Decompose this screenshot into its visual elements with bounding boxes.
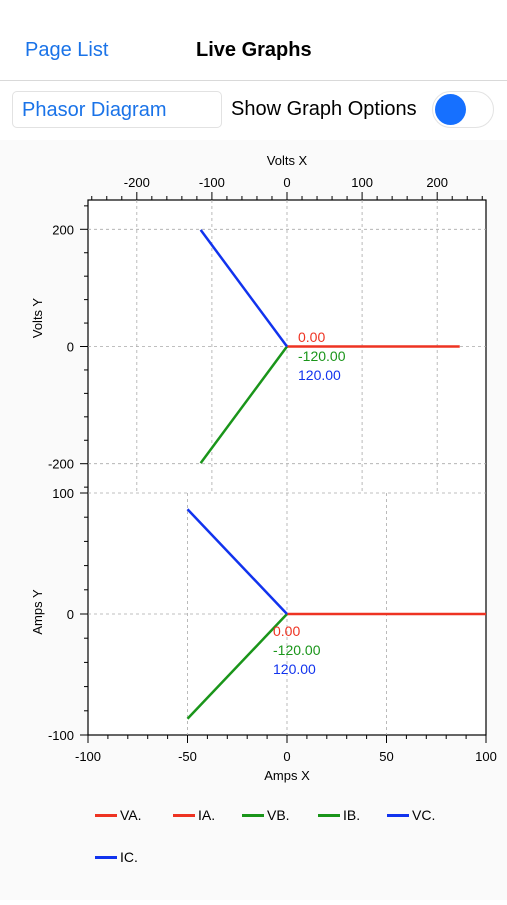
angle-label: -120.00 (273, 642, 321, 658)
x-tick-label: -100 (199, 175, 225, 190)
legend-label: VA. (120, 807, 142, 823)
x-tick-label: -50 (178, 749, 197, 764)
x-tick-label: 0 (283, 175, 290, 190)
phasor-chart: -200 -100 0 100 200 200 0 -200 Volts X Volts Y 0.0… (30, 153, 497, 783)
legend-swatch (242, 814, 264, 817)
phasor-line-ib (186, 613, 288, 720)
page-list-button[interactable]: Page List (25, 39, 109, 61)
x-tick-label: 200 (426, 175, 448, 190)
phasor-line-vc (199, 229, 289, 348)
angle-label: 120.00 (273, 661, 316, 677)
angle-label: -120.00 (298, 348, 346, 364)
legend-swatch (95, 856, 117, 859)
y-tick-label: 100 (52, 486, 74, 501)
show-graph-options-toggle[interactable] (432, 91, 494, 128)
phasor-line-vb (199, 345, 289, 464)
y-tick-label: -100 (48, 728, 74, 743)
graph-area: -200 -100 0 100 200 200 0 -200 Volts X Volts Y 0.0… (0, 140, 507, 900)
legend-label: IC. (120, 849, 138, 865)
show-graph-options-label: Show Graph Options (231, 98, 417, 120)
angle-label: 0.00 (298, 329, 325, 345)
page-title: Live Graphs (196, 39, 312, 61)
x-tick-label: -200 (124, 175, 150, 190)
x-tick-label: 100 (351, 175, 373, 190)
y-tick-label: -200 (48, 457, 74, 472)
x-axis-label: Volts X (267, 153, 308, 168)
y-tick-label: 0 (67, 607, 74, 622)
navigation-bar: Page List Live Graphs (0, 0, 507, 81)
legend-swatch (173, 814, 195, 817)
phasor-line-ic (186, 508, 288, 615)
x-tick-label: -100 (75, 749, 101, 764)
amps-panel: -100 -50 0 50 100 100 0 -100 Amps X Amps Y 0.00 -12… (30, 486, 497, 783)
legend-label: VB. (267, 807, 290, 823)
angle-label: 0.00 (273, 623, 300, 639)
x-tick-label: 0 (283, 749, 290, 764)
volts-panel: -200 -100 0 100 200 200 0 -200 Volts X Volts Y 0.0… (30, 153, 486, 493)
legend-swatch (387, 814, 409, 817)
legend-label: VC. (412, 807, 436, 823)
diagram-type-picker[interactable]: Phasor Diagram (12, 91, 222, 128)
x-tick-label: 100 (475, 749, 497, 764)
toggle-knob (435, 94, 466, 125)
graph-toolbar: Phasor Diagram Show Graph Options (0, 81, 507, 139)
y-axis-label: Volts Y (30, 298, 45, 339)
legend-swatch (318, 814, 340, 817)
angle-label: 120.00 (298, 367, 341, 383)
legend-label: IB. (343, 807, 361, 823)
y-axis-label: Amps Y (30, 589, 45, 635)
legend-label: IA. (198, 807, 216, 823)
x-tick-label: 50 (379, 749, 393, 764)
legend-swatch (95, 814, 117, 817)
y-tick-label: 200 (52, 222, 74, 237)
x-axis-label: Amps X (264, 768, 310, 783)
y-tick-label: 0 (67, 340, 74, 355)
